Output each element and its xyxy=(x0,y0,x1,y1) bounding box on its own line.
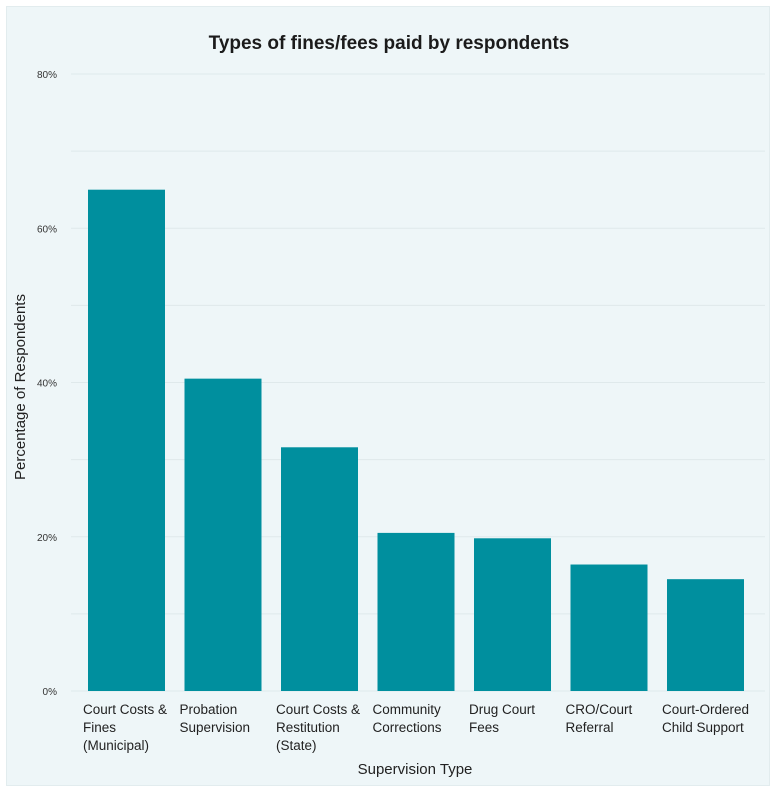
bar xyxy=(474,538,551,691)
x-axis-title: Supervision Type xyxy=(358,761,473,778)
bar-chart: 0% 20% 40% 60% 80% Court Costs & Fines (Munici… xyxy=(12,70,765,778)
y-tick-label: 40% xyxy=(37,379,57,390)
x-category-label: Probation Supervision xyxy=(180,702,251,735)
x-category-label: CRO/Court Referral xyxy=(566,702,633,735)
y-axis-ticks: 0% 20% 40% 60% 80% xyxy=(37,70,57,698)
y-tick-label: 80% xyxy=(37,70,57,81)
bar xyxy=(281,447,358,691)
y-tick-label: 0% xyxy=(43,687,58,698)
x-category-label: Court Costs & Restitution (State) xyxy=(276,702,360,753)
x-category-label: Drug Court Fees xyxy=(469,702,535,735)
chart-title: Types of fines/fees paid by respondents xyxy=(208,33,570,54)
x-category-label: Court-Ordered Child Support xyxy=(662,702,749,735)
x-category-label: Court Costs & Fines (Municipal) xyxy=(83,702,167,753)
bars xyxy=(88,189,744,691)
bar xyxy=(667,579,744,691)
chart-card: Types of fines/fees paid by respondents … xyxy=(6,6,770,786)
bar xyxy=(570,564,648,691)
y-tick-label: 20% xyxy=(37,533,57,544)
y-axis-title: Percentage of Respondents xyxy=(12,294,29,480)
y-tick-label: 60% xyxy=(37,224,57,235)
bar xyxy=(88,189,165,691)
x-axis-categories: Court Costs & Fines (Municipal) Probation Su… xyxy=(83,702,749,753)
bar xyxy=(184,378,262,691)
x-category-label: Community Corrections xyxy=(373,702,442,735)
bar xyxy=(377,532,455,691)
